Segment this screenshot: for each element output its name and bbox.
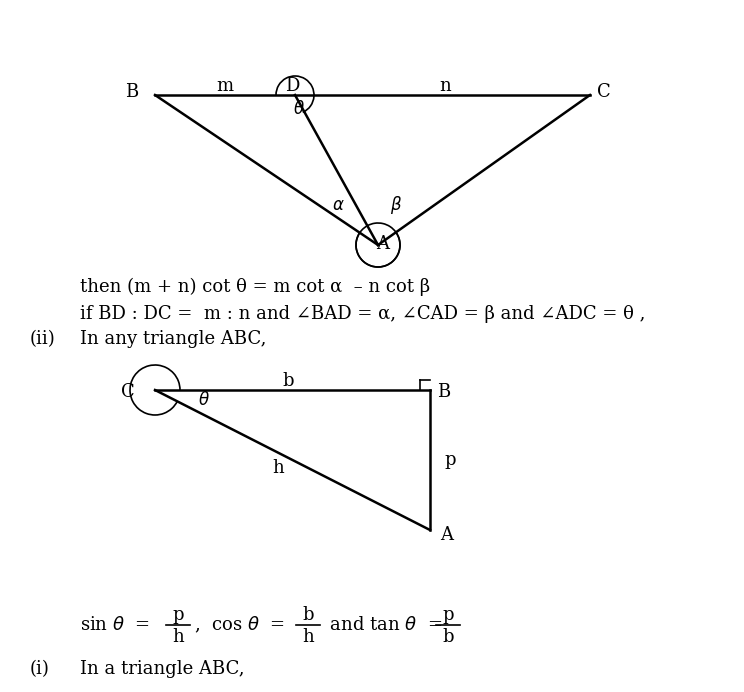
Text: h: h (172, 628, 184, 646)
Text: (ii): (ii) (30, 330, 56, 348)
Text: h: h (272, 459, 284, 477)
Text: C: C (597, 83, 611, 101)
Text: D: D (285, 77, 299, 95)
Text: A: A (440, 526, 453, 544)
Text: b: b (302, 606, 314, 624)
Text: p: p (444, 451, 455, 469)
Text: b: b (442, 628, 454, 646)
Text: b: b (282, 372, 294, 390)
Text: In a triangle ABC,: In a triangle ABC, (80, 660, 245, 678)
Text: p: p (442, 606, 454, 624)
Text: B: B (437, 383, 450, 401)
Text: (i): (i) (30, 660, 50, 678)
Text: n: n (439, 77, 451, 95)
Text: A: A (376, 235, 390, 253)
Text: C: C (121, 383, 135, 401)
Text: In any triangle ABC,: In any triangle ABC, (80, 330, 266, 348)
Text: $\beta$: $\beta$ (390, 194, 402, 216)
Text: then (m + n) cot θ = m cot α  – n cot β: then (m + n) cot θ = m cot α – n cot β (80, 278, 430, 296)
Text: p: p (173, 606, 184, 624)
Text: m: m (217, 77, 234, 95)
Text: $\theta$: $\theta$ (293, 100, 305, 118)
Text: if BD : DC =  m : n and ∠BAD = α, ∠CAD = β and ∠ADC = θ ,: if BD : DC = m : n and ∠BAD = α, ∠CAD = … (80, 305, 645, 323)
Text: $\theta$: $\theta$ (198, 391, 210, 409)
Text: $\alpha$: $\alpha$ (333, 197, 345, 214)
Text: ,  cos $\theta$  =: , cos $\theta$ = (194, 615, 285, 635)
Text: sin $\theta$  =: sin $\theta$ = (80, 616, 150, 634)
Text: B: B (125, 83, 138, 101)
Text: h: h (302, 628, 314, 646)
Text: and tan $\theta$  =: and tan $\theta$ = (324, 616, 442, 634)
